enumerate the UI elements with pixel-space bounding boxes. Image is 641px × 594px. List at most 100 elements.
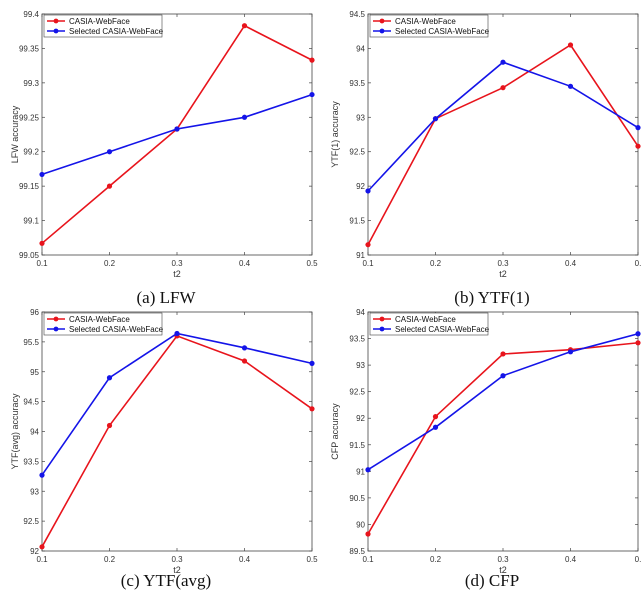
panel-caption: (d) CFP: [465, 571, 519, 590]
y-tick-label: 90: [356, 520, 365, 529]
y-tick-label: 91.5: [349, 217, 365, 226]
legend-swatch-marker: [379, 18, 385, 24]
data-point-series-2: [500, 59, 506, 65]
chart-panel-1: 99.05 99.1 99.15 99.2 99.25 99.3 99.35 99.4 0.1 0…: [10, 10, 318, 307]
data-point-series-2: [635, 331, 641, 337]
y-tick-label: 93.5: [349, 335, 365, 344]
legend-label: Selected CASIA-WebFace: [395, 27, 490, 36]
y-axis-label: LFW accuracy: [10, 105, 20, 163]
legend-swatch-marker: [379, 316, 385, 322]
x-tick-label: 0.4: [239, 259, 251, 268]
data-point-series-1: [365, 242, 371, 248]
y-tick-label: 93: [356, 113, 365, 122]
x-tick-label: 0.3: [171, 259, 183, 268]
data-point-series-1: [106, 183, 113, 189]
data-point-series-2: [39, 472, 45, 478]
legend-swatch-marker: [53, 28, 59, 34]
data-point-series-1: [39, 240, 45, 246]
y-tick-label: 99.3: [23, 79, 39, 88]
y-tick-label: 99.35: [19, 44, 40, 53]
data-point-series-1: [39, 544, 45, 550]
data-point-series-1: [309, 57, 315, 63]
y-tick-label: 91: [356, 467, 365, 476]
x-tick-label: 0.1: [36, 259, 48, 268]
legend-swatch-marker: [53, 326, 59, 332]
y-tick-label: 99.4: [23, 10, 39, 19]
y-tick-label: 99.2: [23, 148, 39, 157]
x-tick-label: 0.5: [306, 259, 318, 268]
plot-area: [367, 13, 639, 256]
x-tick-label: 0.1: [362, 555, 374, 564]
data-point-series-2: [106, 149, 113, 155]
data-point-series-2: [174, 330, 180, 337]
data-point-series-2: [432, 116, 439, 122]
x-tick-label: 0.2: [430, 259, 442, 268]
plot-area: [41, 13, 313, 256]
data-point-series-1: [241, 358, 248, 364]
y-tick-label: 95: [30, 368, 39, 377]
x-tick-label: 0.3: [497, 259, 509, 268]
y-tick-label: 94.5: [349, 10, 365, 19]
x-tick-label: 0.2: [104, 259, 116, 268]
data-point-series-2: [241, 114, 248, 120]
legend-box: [43, 312, 163, 336]
y-axis-label: YTF(1) accuracy: [330, 101, 340, 168]
y-tick-label: 96: [30, 308, 39, 317]
x-tick-label: 0.4: [239, 555, 251, 564]
y-tick-label: 99.05: [19, 251, 40, 260]
chart-panel-2: 91 91.5 92 92.5 93 93.5 94 94.5 0.1 0.2 0.3 0.4 0. t2…: [330, 10, 641, 307]
data-point-series-2: [567, 349, 574, 355]
data-point-series-1: [432, 414, 439, 420]
y-axis-label: CFP accuracy: [330, 403, 340, 460]
x-tick-label: 0.4: [565, 259, 577, 268]
x-tick-label: 0.4: [565, 555, 577, 564]
data-point-series-2: [174, 126, 180, 132]
data-point-series-2: [106, 375, 113, 381]
x-tick-label: 0.5: [306, 555, 318, 564]
y-tick-label: 92.5: [349, 148, 365, 157]
data-point-series-1: [106, 422, 113, 429]
data-point-series-1: [365, 531, 371, 537]
data-point-series-1: [241, 23, 248, 29]
data-point-series-1: [567, 42, 574, 48]
data-point-series-1: [500, 351, 506, 357]
plot-area: [41, 311, 313, 552]
data-point-series-2: [567, 83, 574, 89]
y-tick-label: 94: [356, 308, 365, 317]
chart-panel-4: 89.5 90 90.5 91 91.5 92 92.5 93 93.5 94 0.1 0.2 0.3 0…: [330, 308, 641, 590]
legend-swatch-marker: [53, 316, 59, 322]
y-tick-label: 91.5: [349, 441, 365, 450]
x-tick-label: 0.2: [104, 555, 116, 564]
y-tick-label: 90.5: [349, 494, 365, 503]
legend-swatch-marker: [379, 28, 385, 34]
x-tick-label: 0.3: [171, 555, 183, 564]
data-point-series-2: [365, 188, 371, 194]
data-point-series-2: [500, 373, 506, 379]
y-tick-label: 94.5: [23, 398, 39, 407]
data-point-series-1: [635, 340, 641, 346]
y-tick-label: 89.5: [349, 547, 365, 556]
y-tick-label: 94: [356, 44, 365, 53]
x-tick-label: 0.1: [36, 555, 48, 564]
y-tick-label: 92: [30, 547, 39, 556]
data-point-series-2: [39, 171, 45, 178]
y-tick-label: 93: [30, 487, 39, 496]
data-point-series-1: [635, 143, 641, 149]
x-axis-label: t2: [499, 565, 507, 575]
x-tick-label: 0.: [635, 259, 641, 268]
y-tick-label: 95.5: [23, 338, 39, 347]
legend-label: Selected CASIA-WebFace: [69, 27, 164, 36]
y-tick-label: 92.5: [23, 517, 39, 526]
x-axis-label: t2: [173, 565, 181, 575]
y-tick-label: 91: [356, 251, 365, 260]
data-point-series-1: [309, 406, 315, 412]
x-axis-label: t2: [173, 269, 181, 279]
legend-box: [369, 312, 489, 336]
y-tick-label: 93: [356, 361, 365, 370]
panel-caption: (c) YTF(avg): [121, 571, 211, 590]
legend-label: CASIA-WebFace: [69, 17, 130, 26]
y-tick-label: 93.5: [349, 79, 365, 88]
data-point-series-2: [365, 467, 371, 473]
legend-box: [369, 14, 489, 38]
